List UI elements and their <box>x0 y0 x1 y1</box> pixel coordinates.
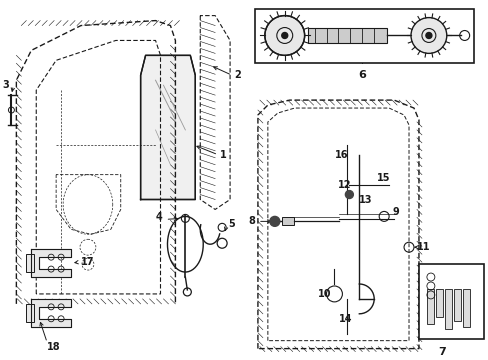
Bar <box>26 254 34 272</box>
Bar <box>418 264 483 339</box>
Text: 1: 1 <box>220 150 226 160</box>
Circle shape <box>410 18 446 53</box>
Text: 10: 10 <box>317 289 330 299</box>
Circle shape <box>269 216 279 226</box>
Bar <box>435 289 442 317</box>
Circle shape <box>425 32 431 39</box>
Bar <box>444 289 451 329</box>
Bar <box>426 289 433 324</box>
Text: 9: 9 <box>391 207 398 217</box>
Polygon shape <box>141 55 195 199</box>
Text: 11: 11 <box>416 242 429 252</box>
Text: 7: 7 <box>437 347 445 357</box>
Text: 17: 17 <box>81 257 94 267</box>
Text: 5: 5 <box>227 219 234 229</box>
Circle shape <box>345 190 353 198</box>
Circle shape <box>281 32 287 39</box>
Text: 4: 4 <box>155 212 162 222</box>
Text: 12: 12 <box>337 180 350 190</box>
Text: 13: 13 <box>359 194 372 204</box>
Bar <box>453 289 460 321</box>
Bar <box>307 27 386 44</box>
Circle shape <box>264 15 304 55</box>
Text: 15: 15 <box>376 173 390 183</box>
Text: 6: 6 <box>358 70 366 80</box>
Bar <box>281 217 293 225</box>
Text: 14: 14 <box>339 314 352 324</box>
Bar <box>462 289 468 327</box>
Text: 16: 16 <box>334 150 347 160</box>
Polygon shape <box>31 249 71 277</box>
Text: 8: 8 <box>247 216 254 226</box>
Text: 3: 3 <box>2 80 9 90</box>
Text: 2: 2 <box>234 70 240 80</box>
Polygon shape <box>31 299 71 327</box>
Text: 18: 18 <box>47 342 61 352</box>
Bar <box>26 304 34 322</box>
Bar <box>254 9 473 63</box>
